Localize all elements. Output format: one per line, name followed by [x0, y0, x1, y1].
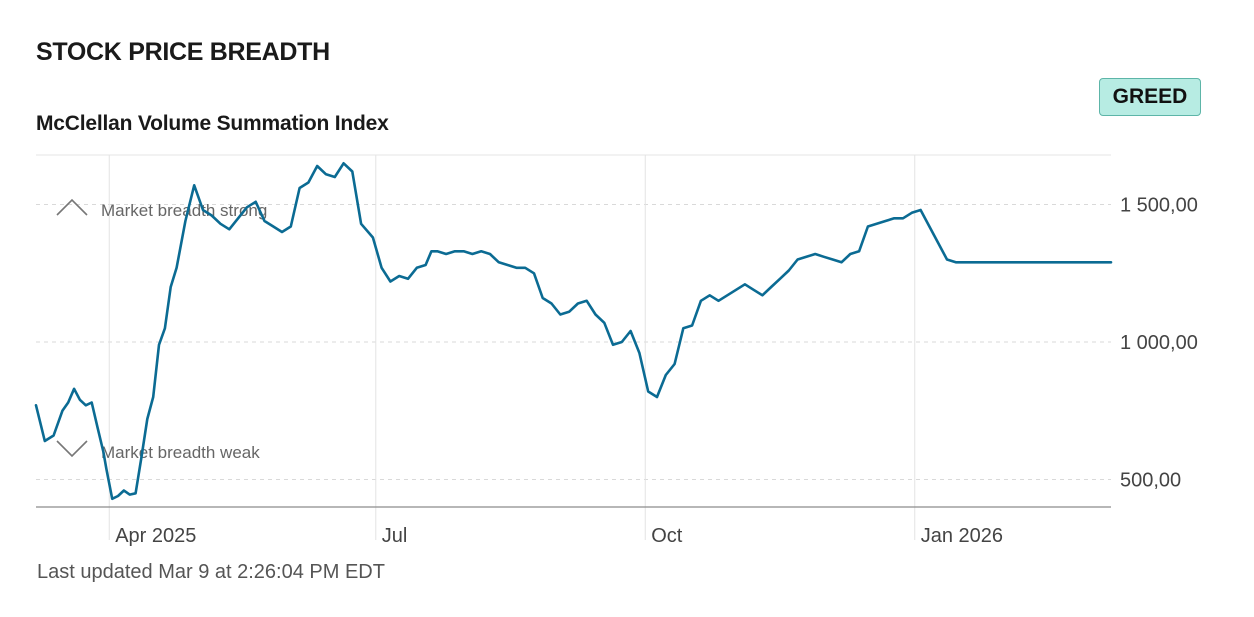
y-tick-label: 500,00 [1120, 470, 1181, 492]
chart-title: McClellan Volume Summation Index [36, 112, 389, 135]
annotation-weak: Market breadth weak [101, 443, 260, 462]
x-tick-label: Jul [382, 525, 408, 547]
x-tick-label: Jan 2026 [921, 525, 1003, 547]
y-tick-label: 1 500,00 [1120, 195, 1198, 217]
chevron-up-icon [56, 198, 88, 216]
series-line [34, 162, 1113, 501]
axes: 500,00 1 000,00 1 500,00 Apr 2025 Jul Oct Jan … [36, 195, 1198, 547]
sentiment-badge: GREED [1099, 78, 1201, 116]
annotation-strong: Market breadth strong [101, 201, 267, 220]
page-title: STOCK PRICE BREADTH [36, 38, 330, 66]
annotations: Market breadth strong Market breadth wea… [56, 198, 267, 462]
grid [36, 154, 1111, 540]
x-tick-label: Apr 2025 [115, 525, 196, 547]
y-tick-label: 1 000,00 [1120, 332, 1198, 354]
chevron-down-icon [56, 440, 88, 458]
last-updated: Last updated Mar 9 at 2:26:04 PM EDT [37, 561, 385, 583]
x-tick-label: Oct [651, 525, 683, 547]
